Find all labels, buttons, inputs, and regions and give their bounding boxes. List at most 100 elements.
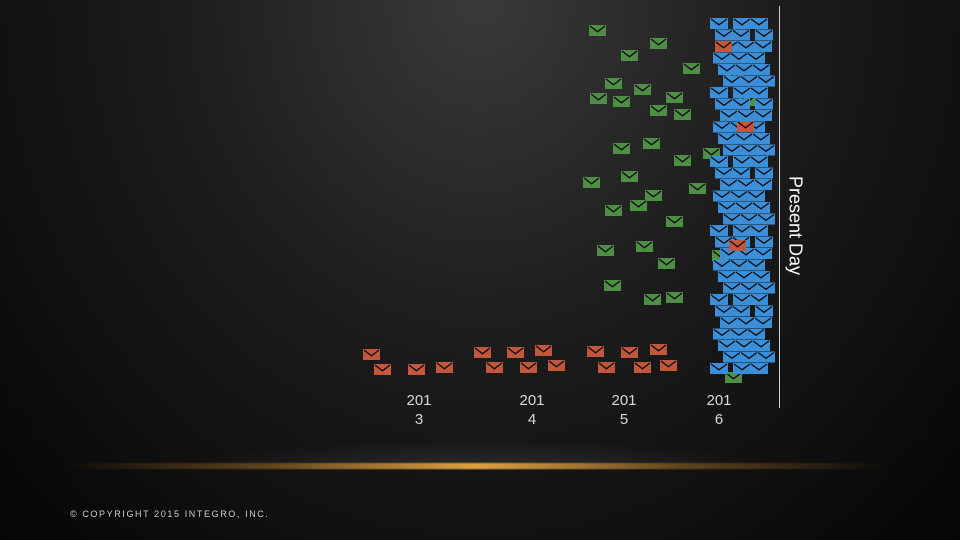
envelope-icon bbox=[634, 362, 651, 373]
envelope-icon bbox=[710, 18, 728, 29]
envelope-icon bbox=[713, 259, 731, 271]
envelope-icon bbox=[713, 121, 731, 133]
envelope-icon bbox=[605, 78, 622, 89]
envelope-icon bbox=[723, 75, 741, 87]
envelope-icon bbox=[710, 225, 728, 236]
envelope-icon bbox=[752, 133, 770, 144]
envelope-icon bbox=[636, 241, 653, 252]
envelope-icon bbox=[703, 148, 720, 159]
envelope-icon bbox=[752, 202, 770, 213]
envelope-icon bbox=[674, 109, 691, 120]
envelope-icon bbox=[740, 75, 758, 87]
envelope-icon bbox=[732, 29, 750, 41]
envelope-icon bbox=[755, 29, 773, 41]
envelope-icon bbox=[645, 190, 662, 201]
envelope-icon bbox=[740, 213, 758, 225]
envelope-icon bbox=[755, 167, 773, 179]
envelope-icon bbox=[747, 190, 765, 202]
envelope-icon bbox=[650, 105, 667, 116]
envelope-icon bbox=[754, 110, 772, 121]
envelope-icon bbox=[613, 96, 630, 107]
envelope-icon bbox=[754, 179, 772, 190]
envelope-icon bbox=[757, 144, 775, 156]
envelope-icon bbox=[634, 84, 651, 95]
envelope-icon bbox=[737, 121, 754, 132]
envelope-icon bbox=[683, 63, 700, 74]
envelope-icon bbox=[666, 292, 683, 303]
envelope-icon bbox=[723, 351, 741, 363]
envelope-icon bbox=[740, 144, 758, 156]
envelope-icon bbox=[755, 98, 773, 110]
envelope-icon bbox=[735, 202, 753, 213]
envelope-icon bbox=[737, 317, 755, 328]
envelope-icon bbox=[757, 213, 775, 225]
envelope-icon bbox=[650, 38, 667, 49]
year-label-2016: 201 6 bbox=[706, 392, 732, 428]
envelope-icon bbox=[730, 259, 748, 271]
envelope-icon bbox=[733, 294, 751, 305]
envelope-icon bbox=[486, 362, 503, 373]
envelope-icon bbox=[740, 351, 758, 363]
envelope-icon bbox=[737, 110, 755, 121]
year-label-2015: 201 5 bbox=[611, 392, 637, 428]
envelope-icon bbox=[713, 52, 731, 64]
envelope-icon bbox=[474, 347, 491, 358]
envelope-icon bbox=[630, 200, 647, 211]
envelope-icon bbox=[660, 360, 677, 371]
envelope-icon bbox=[723, 144, 741, 156]
envelope-icon bbox=[750, 156, 768, 167]
envelope-icon bbox=[733, 156, 751, 167]
year-label-2014: 201 4 bbox=[519, 392, 545, 428]
envelope-icon bbox=[715, 167, 733, 179]
envelope-icon bbox=[715, 236, 733, 248]
envelope-icon bbox=[363, 349, 380, 360]
envelope-icon bbox=[757, 75, 775, 87]
envelope-icon bbox=[713, 190, 731, 202]
envelope-icon bbox=[436, 362, 453, 373]
envelope-icon bbox=[621, 171, 638, 182]
envelope-icon bbox=[723, 282, 741, 294]
envelope-icon bbox=[750, 225, 768, 236]
envelope-icon bbox=[733, 87, 751, 98]
envelope-icon bbox=[737, 179, 755, 190]
envelope-icon bbox=[605, 205, 622, 216]
envelope-icon bbox=[752, 340, 770, 351]
envelope-icon bbox=[604, 280, 621, 291]
envelope-icon bbox=[590, 93, 607, 104]
envelope-icon bbox=[621, 50, 638, 61]
envelope-icon bbox=[720, 110, 738, 121]
orange-divider bbox=[60, 463, 890, 469]
envelope-icon bbox=[747, 52, 765, 64]
envelope-icon bbox=[754, 248, 772, 259]
envelope-icon bbox=[718, 340, 736, 351]
envelope-icon bbox=[408, 364, 425, 375]
envelope-icon bbox=[643, 138, 660, 149]
envelope-icon bbox=[520, 362, 537, 373]
envelope-icon bbox=[644, 294, 661, 305]
envelope-icon bbox=[507, 347, 524, 358]
envelope-icon bbox=[735, 271, 753, 282]
envelope-icon bbox=[735, 340, 753, 351]
envelope-icon bbox=[750, 87, 768, 98]
envelope-icon bbox=[732, 98, 750, 110]
envelope-icon bbox=[718, 202, 736, 213]
copyright: © COPYRIGHT 2015 INTEGRO, INC. bbox=[70, 509, 270, 519]
envelope-icon bbox=[752, 64, 770, 75]
envelope-icon bbox=[757, 282, 775, 294]
envelope-icon bbox=[535, 345, 552, 356]
envelope-icon bbox=[733, 18, 751, 29]
envelope-icon bbox=[715, 98, 733, 110]
envelope-icon bbox=[589, 25, 606, 36]
present-day-label: Present Day bbox=[785, 175, 806, 276]
envelope-icon bbox=[710, 294, 728, 305]
envelope-icon bbox=[750, 18, 768, 29]
envelope-icon bbox=[718, 133, 736, 144]
envelope-icon bbox=[747, 328, 765, 340]
envelope-icon bbox=[613, 143, 630, 154]
envelope-icon bbox=[725, 372, 742, 383]
envelope-icon bbox=[715, 305, 733, 317]
envelope-icon bbox=[715, 41, 732, 52]
envelope-icon bbox=[754, 317, 772, 328]
envelope-icon bbox=[718, 271, 736, 282]
